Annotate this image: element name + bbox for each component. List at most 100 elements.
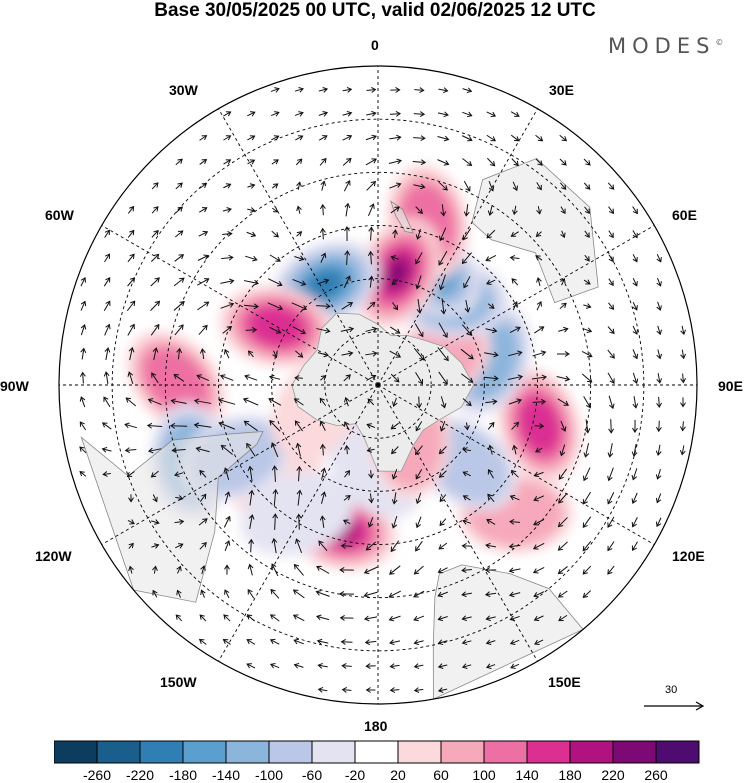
brand-text: MODES — [608, 34, 716, 58]
wind-vector-head — [485, 639, 492, 646]
lon-label-30w: 30W — [169, 82, 198, 98]
wind-vector-head — [461, 543, 467, 549]
wind-vector — [322, 228, 324, 240]
wind-vector — [317, 640, 329, 644]
wind-vector-head — [561, 302, 567, 309]
wind-vector-head — [269, 638, 276, 645]
wind-vector-head — [608, 428, 615, 434]
wind-vector — [340, 328, 354, 332]
wind-vector — [319, 158, 327, 166]
wind-vector-head — [582, 569, 588, 575]
wind-vector — [268, 398, 282, 406]
wind-vector-head — [632, 305, 638, 311]
wind-vector — [681, 325, 685, 335]
wind-vector — [559, 182, 567, 190]
anomaly-contour — [305, 268, 345, 301]
wind-vector — [558, 614, 568, 622]
wind-vector-head — [243, 420, 250, 426]
wind-vector-head — [201, 541, 207, 548]
wind-vector-head — [153, 543, 160, 549]
wind-vector — [317, 352, 329, 356]
wind-vector-head — [126, 471, 133, 478]
wind-vector — [218, 422, 236, 430]
latitude-circle — [218, 225, 538, 545]
wind-vector-head — [173, 373, 179, 380]
wind-vector-head — [609, 378, 615, 384]
wind-vector — [414, 688, 424, 692]
wind-vector-head — [390, 546, 396, 553]
wind-vector — [81, 348, 85, 360]
wind-vector-head — [489, 303, 495, 309]
wind-vector — [294, 564, 304, 576]
wind-vector — [369, 493, 373, 503]
wind-vector — [198, 518, 208, 526]
wind-vector-head — [510, 470, 517, 476]
wind-vector-head — [391, 474, 398, 480]
wind-vector — [463, 495, 471, 501]
wind-vector-head — [345, 275, 351, 282]
lon-label-90e: 90E — [718, 378, 743, 394]
wind-vector — [318, 540, 328, 552]
wind-vector — [461, 135, 473, 141]
wind-vector-head — [609, 403, 615, 410]
wind-vector — [297, 206, 301, 214]
wind-vector — [632, 230, 638, 238]
wind-vector-head — [491, 327, 498, 334]
wind-vector-head — [128, 497, 134, 503]
wind-vector-head — [395, 352, 402, 358]
wind-vector-head — [199, 614, 205, 620]
wind-vector — [610, 419, 612, 433]
wind-vector — [532, 351, 546, 357]
wind-vector-head — [557, 521, 564, 528]
wind-vector — [438, 640, 448, 644]
wind-vector-head — [317, 687, 324, 693]
wind-vector-head — [415, 498, 422, 505]
wind-vector — [413, 113, 425, 115]
wind-vector — [608, 302, 614, 310]
wind-vector-head — [201, 135, 208, 141]
wind-vector-head — [391, 499, 398, 505]
wind-vector-head — [492, 398, 498, 405]
wind-vector — [438, 250, 448, 266]
wind-vector — [584, 230, 590, 238]
wind-vector — [176, 590, 182, 598]
wind-vector — [439, 446, 447, 454]
wind-vector-head — [493, 375, 499, 382]
wind-vector-head — [655, 497, 662, 504]
wind-vector — [583, 467, 591, 481]
wind-vector — [438, 591, 448, 597]
wind-vector-head — [171, 447, 177, 454]
wind-vector — [367, 203, 375, 217]
wind-vector-head — [513, 421, 520, 428]
south-pole-marker — [376, 383, 380, 387]
wind-vector — [103, 277, 111, 287]
wind-vector-head — [147, 447, 154, 454]
wind-vector — [201, 590, 205, 598]
wind-vector — [484, 352, 498, 356]
wind-vector — [104, 230, 110, 238]
wind-vector — [245, 329, 257, 331]
anomaly-contour — [517, 395, 562, 455]
wind-vector — [657, 301, 661, 311]
wind-vector — [465, 204, 469, 216]
wind-vector-head — [514, 111, 520, 117]
wind-vector-head — [344, 202, 351, 209]
meridian-line — [377, 108, 538, 386]
wind-vector-head — [201, 493, 207, 500]
wind-vector — [462, 158, 472, 166]
wind-vector — [295, 135, 303, 141]
colorbar-cell — [54, 740, 98, 764]
wind-vector-head — [609, 328, 615, 335]
wind-vector — [171, 400, 187, 404]
wind-vector — [463, 471, 471, 477]
wind-vector — [127, 230, 135, 238]
wind-vector-head — [415, 283, 421, 290]
wind-vector — [295, 420, 303, 432]
wind-vector — [344, 470, 350, 478]
wind-vector-head — [340, 542, 346, 549]
wind-vector — [417, 298, 421, 314]
wind-vector — [153, 348, 157, 360]
colorbar-cell — [483, 740, 528, 764]
wind-vector-head — [607, 475, 613, 482]
wind-vector-head — [80, 300, 87, 307]
